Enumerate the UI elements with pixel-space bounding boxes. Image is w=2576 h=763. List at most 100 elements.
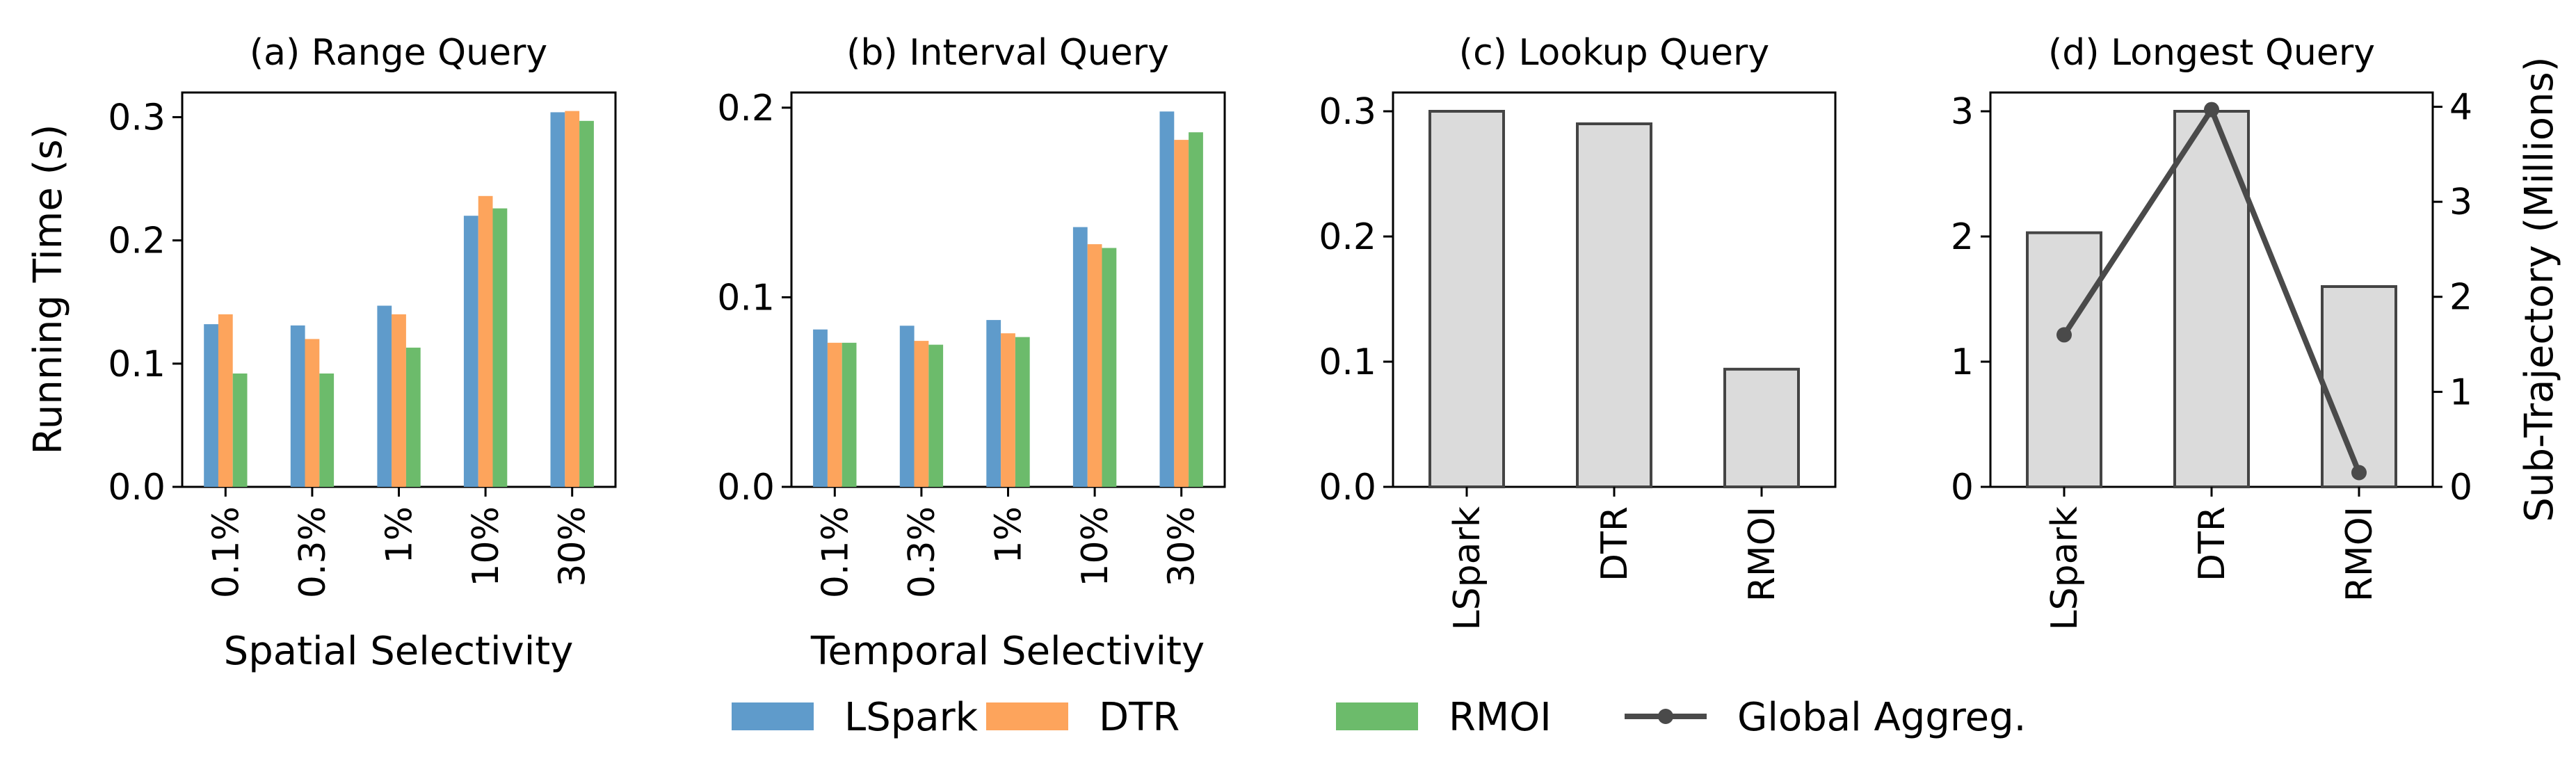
bar-dtr-3 — [392, 314, 406, 487]
y-tick-label: 0.2 — [1319, 216, 1376, 258]
bar-lspark-2 — [899, 326, 915, 487]
bars-group — [204, 111, 594, 488]
bar-dtr-1 — [827, 342, 842, 487]
bar-dtr-2 — [914, 341, 929, 487]
x-tick-label: 0.3% — [292, 506, 334, 598]
y-tick-label: 0.2 — [717, 88, 775, 129]
y-tick-label: 0.0 — [717, 467, 775, 508]
line-point-2 — [2204, 102, 2219, 118]
y2-axis-label: Sub-Trajectory (Millions) — [2517, 56, 2562, 522]
chart-title: (b) Interval Query — [846, 32, 1169, 74]
legend: LSpark DTR RMOI Global Aggreg. — [732, 695, 2026, 740]
legend-label: DTR — [1099, 695, 1180, 740]
x-tick-label: LSpark — [1447, 506, 1488, 630]
bar-lspark-4 — [1072, 227, 1088, 487]
x-ticks: 0.1% 0.3% 1% 10% 30% — [814, 487, 1203, 598]
bar-rmoi-1 — [232, 374, 248, 487]
bar-rmoi-3 — [1015, 337, 1030, 487]
legend-item-dtr: DTR — [986, 695, 1180, 740]
legend-item-rmoi: RMOI — [1336, 695, 1552, 740]
y-tick-label: 0.3 — [1319, 91, 1376, 133]
bar-rmoi-2 — [928, 344, 944, 487]
y2-tick-label: 2 — [2449, 277, 2472, 319]
bar-lspark-5 — [550, 112, 565, 487]
legend-label: Global Aggreg. — [1737, 695, 2026, 740]
panel-range-query: (a) Range Query Running Time (s) Spatial… — [26, 32, 617, 674]
bar-dtr-3 — [1001, 333, 1015, 487]
x-tick-label: LSpark — [2044, 506, 2086, 630]
chart-title: (d) Longest Query — [2048, 32, 2375, 74]
panel-lookup-query: (c) Lookup Query 0.0 0.1 0.2 0.3 LSpark DTR R… — [1319, 32, 1837, 630]
bar-dtr-4 — [1087, 244, 1102, 487]
panel-interval-query: (b) Interval Query Temporal Selectivity … — [717, 32, 1226, 674]
x-ticks: LSpark DTR RMOI — [1447, 487, 1783, 630]
bar-rmoi-2 — [319, 374, 335, 487]
bar-lspark — [2026, 231, 2102, 488]
y-ticks: 0 1 2 3 — [1951, 91, 1990, 508]
x-tick-label: 0.3% — [901, 506, 943, 598]
bar-lspark-3 — [986, 320, 1001, 487]
bar-rmoi-5 — [579, 120, 594, 488]
legend-item-lspark: LSpark — [732, 695, 979, 740]
x-tick-label: 30% — [1161, 506, 1203, 587]
bar-rmoi-3 — [405, 347, 421, 487]
legend-item-global-aggreg: Global Aggreg. — [1625, 695, 2026, 740]
bars-group — [1428, 110, 1800, 488]
y-tick-label: 0.3 — [108, 97, 166, 138]
x-tick-label: DTR — [1594, 506, 1636, 581]
bar-rmoi-1 — [842, 342, 857, 487]
y2-tick-label: 0 — [2449, 467, 2472, 508]
x-tick-label: RMOI — [1741, 506, 1783, 602]
x-tick-label: 0.1% — [814, 506, 856, 598]
bar-lspark-1 — [204, 324, 218, 487]
legend-label: RMOI — [1449, 695, 1552, 740]
bar-rmoi — [2321, 285, 2397, 488]
x-axis-label: Spatial Selectivity — [224, 629, 574, 674]
bar-rmoi — [1723, 367, 1800, 488]
bar-lspark-2 — [290, 325, 305, 487]
y-ticks: 0.0 0.1 0.2 0.3 — [108, 97, 182, 508]
legend-label: LSpark — [844, 695, 979, 740]
y-tick-label: 1 — [1951, 342, 1974, 383]
bar-lspark — [1428, 110, 1505, 488]
bar-lspark-1 — [813, 329, 828, 487]
x-tick-label: 0.1% — [205, 506, 247, 598]
bar-rmoi-5 — [1189, 132, 1203, 487]
chart-title: (a) Range Query — [250, 32, 547, 74]
y2-tick-label: 4 — [2449, 86, 2472, 128]
y-tick-label: 0.0 — [108, 467, 166, 508]
line-point-1 — [2056, 327, 2072, 343]
chart-title: (c) Lookup Query — [1459, 32, 1769, 74]
line-series-group — [2056, 102, 2367, 481]
x-ticks: 0.1% 0.3% 1% 10% 30% — [205, 487, 594, 598]
bar-lspark-4 — [463, 216, 478, 487]
y-axis-label: Running Time (s) — [26, 125, 71, 455]
y-tick-label: 0 — [1951, 467, 1974, 508]
y-tick-label: 0.2 — [108, 220, 166, 262]
x-tick-label: 10% — [1074, 506, 1116, 587]
x-axis-label: Temporal Selectivity — [810, 629, 1205, 674]
bar-dtr — [1576, 122, 1652, 488]
y-tick-label: 3 — [1951, 91, 1974, 133]
bar-lspark-3 — [377, 305, 392, 487]
bar-dtr-2 — [305, 339, 320, 487]
line-point-3 — [2351, 465, 2367, 481]
bar-rmoi-4 — [492, 208, 508, 487]
y-tick-label: 0.0 — [1319, 467, 1376, 508]
y-tick-label: 0.1 — [1319, 342, 1376, 383]
panel-longest-query: (d) Longest Query Sub-Trajectory (Millio… — [1951, 32, 2562, 630]
x-tick-label: 10% — [465, 506, 507, 587]
bar-dtr-5 — [1174, 140, 1189, 487]
y2-tick-label: 3 — [2449, 182, 2472, 223]
bar-dtr-4 — [478, 195, 493, 487]
legend-swatch — [986, 702, 1068, 730]
legend-swatch-marker — [1658, 709, 1673, 724]
bar-rmoi-4 — [1102, 248, 1117, 487]
y-tick-label: 2 — [1951, 216, 1974, 258]
bar-dtr-5 — [565, 111, 580, 488]
y-ticks: 0.0 0.1 0.2 — [717, 88, 791, 508]
x-tick-label: 1% — [379, 506, 421, 564]
x-tick-label: 30% — [552, 506, 594, 587]
y2-tick-label: 1 — [2449, 371, 2472, 413]
